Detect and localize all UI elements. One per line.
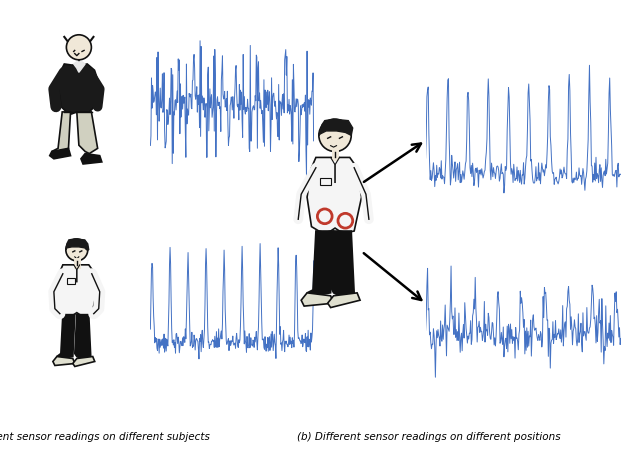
Bar [67, 278, 75, 284]
Polygon shape [73, 357, 95, 366]
Polygon shape [307, 231, 333, 296]
Polygon shape [319, 119, 353, 135]
Bar [321, 178, 331, 185]
Polygon shape [331, 231, 354, 296]
Circle shape [319, 119, 351, 152]
Text: (a) Different sensor readings on different subjects: (a) Different sensor readings on differe… [0, 432, 210, 442]
Polygon shape [75, 315, 91, 358]
Polygon shape [50, 149, 70, 159]
Polygon shape [77, 112, 98, 154]
Polygon shape [74, 62, 85, 72]
Polygon shape [66, 239, 89, 250]
Circle shape [66, 239, 88, 261]
Circle shape [67, 35, 92, 60]
Text: (b) Different sensor readings on different positions: (b) Different sensor readings on differe… [297, 432, 561, 442]
Polygon shape [81, 154, 102, 164]
Polygon shape [58, 64, 100, 114]
Polygon shape [307, 158, 362, 232]
Polygon shape [57, 265, 97, 316]
Polygon shape [52, 112, 70, 154]
Polygon shape [57, 315, 75, 358]
Polygon shape [301, 293, 333, 306]
Polygon shape [328, 293, 360, 308]
Polygon shape [53, 357, 75, 366]
